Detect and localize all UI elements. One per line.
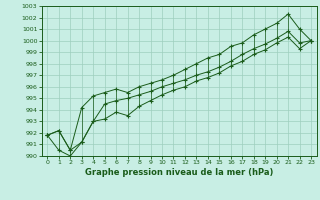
X-axis label: Graphe pression niveau de la mer (hPa): Graphe pression niveau de la mer (hPa) (85, 168, 273, 177)
